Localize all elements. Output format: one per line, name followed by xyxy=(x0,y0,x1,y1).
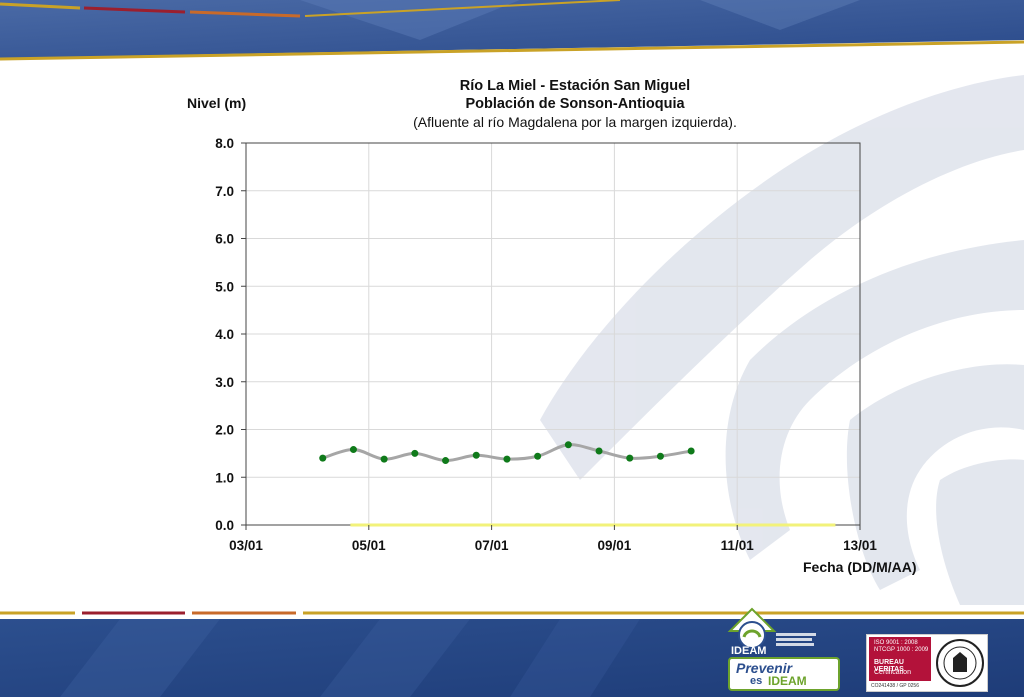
data-point xyxy=(349,446,357,454)
x-tick-label: 05/01 xyxy=(352,538,386,553)
y-tick-label: 8.0 xyxy=(215,136,234,151)
y-tick-label: 2.0 xyxy=(215,423,234,438)
bv-red-panel: ISO 9001 : 2008 NTCGP 1000 : 2009 BUREAU… xyxy=(869,637,931,681)
watermark-logo xyxy=(540,75,1024,605)
bv-line3: BUREAU VERITAS xyxy=(874,659,904,673)
chart-title: Río La Miel - Estación San Miguel xyxy=(459,78,691,94)
x-tick-label: 03/01 xyxy=(229,538,263,553)
grid-lines xyxy=(245,142,861,526)
prevenir-label: Prevenir xyxy=(736,660,793,676)
x-ticks: 03/01 05/01 07/01 09/01 11/01 13/01 xyxy=(229,525,877,553)
bv-line4: Certification xyxy=(874,669,911,676)
data-point xyxy=(534,452,542,460)
ideam-label: IDEAM xyxy=(731,645,767,657)
bureau-veritas-badge: ISO 9001 : 2008 NTCGP 1000 : 2009 BUREAU… xyxy=(866,634,988,692)
y-tick-label: 5.0 xyxy=(215,279,234,294)
bv-seal-icon xyxy=(936,639,984,687)
data-point xyxy=(472,451,480,459)
prevenir-badge: Prevenir es IDEAM xyxy=(728,657,840,691)
x-tick-label: 09/01 xyxy=(598,538,632,553)
data-point xyxy=(595,447,603,455)
x-tick-label: 07/01 xyxy=(475,538,509,553)
bottom-banner xyxy=(0,605,1024,697)
y-tick-label: 3.0 xyxy=(215,375,234,390)
ideam-logo xyxy=(727,607,816,649)
x-tick-label: 13/01 xyxy=(843,538,877,553)
chart-title-block: Río La Miel - Estación San Miguel Poblac… xyxy=(360,77,790,131)
y-tick-label: 7.0 xyxy=(215,184,234,199)
bv-foot: CO241438 / GP 0256 xyxy=(871,683,919,689)
data-point xyxy=(656,452,664,460)
es-label: es xyxy=(750,675,763,687)
data-point xyxy=(319,454,327,462)
data-point xyxy=(564,441,572,449)
x-tick-label: 11/01 xyxy=(721,538,755,553)
y-tick-label: 0.0 xyxy=(215,518,234,533)
bv-line1: ISO 9001 : 2008 xyxy=(874,640,918,646)
chart-subtitle: Población de Sonson-Antioquia xyxy=(465,96,685,112)
x-axis-label: Fecha (DD/M/AA) xyxy=(803,559,917,575)
data-point xyxy=(380,455,388,463)
data-point xyxy=(626,454,634,462)
y-axis-label: Nivel (m) xyxy=(187,95,247,111)
data-point xyxy=(687,447,695,455)
data-point xyxy=(411,449,419,457)
data-point xyxy=(442,457,450,465)
bv-line2: NTCGP 1000 : 2009 xyxy=(874,647,929,653)
ideam-label-2: IDEAM xyxy=(768,674,807,688)
y-tick-label: 4.0 xyxy=(215,327,234,342)
top-banner xyxy=(0,0,1024,62)
series-markers xyxy=(319,441,695,465)
chart-subtitle-2: (Afluente al río Magdalena por la margen… xyxy=(413,114,737,130)
y-tick-label: 6.0 xyxy=(215,232,234,247)
y-ticks: 0.0 1.0 2.0 3.0 4.0 5.0 6.0 7.0 8.0 xyxy=(215,136,246,533)
data-point xyxy=(503,455,511,463)
y-tick-label: 1.0 xyxy=(215,470,234,485)
